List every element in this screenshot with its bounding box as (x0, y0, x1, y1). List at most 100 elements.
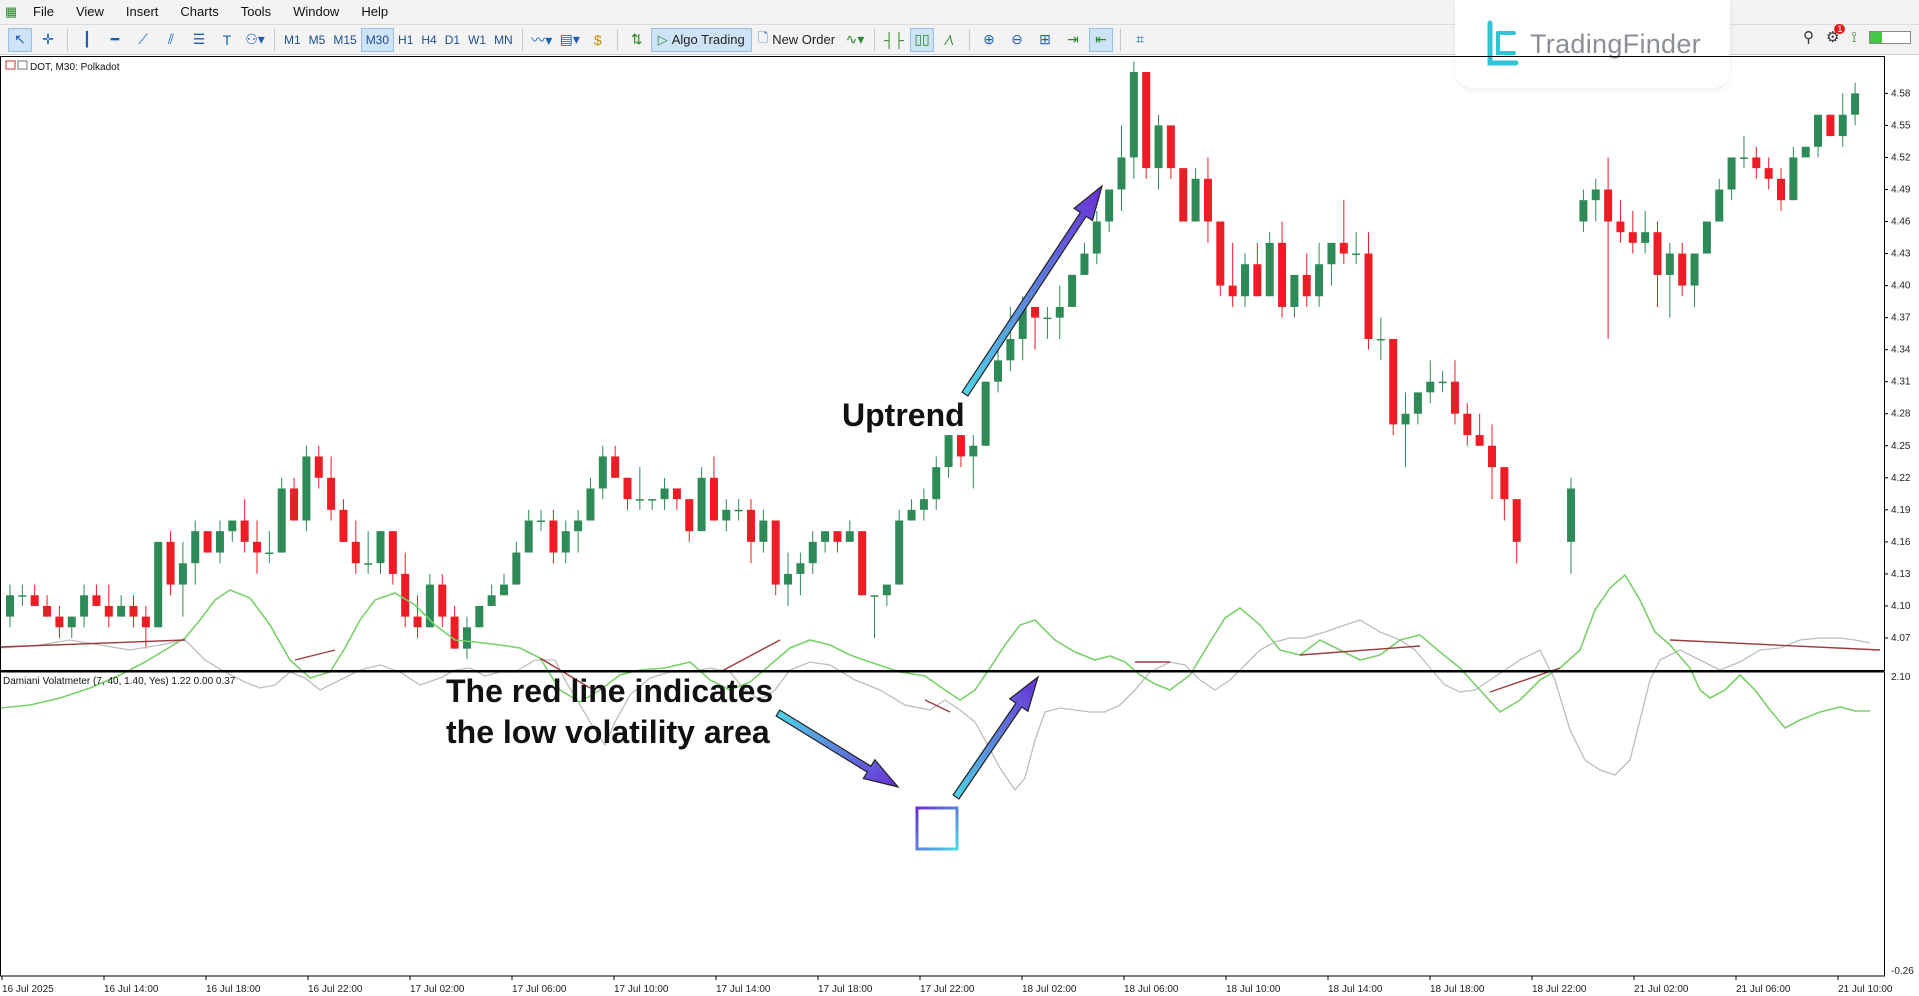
fibonacci-tool-icon[interactable]: ☰ (192, 31, 206, 47)
price-axis-label: 4.10 (1891, 601, 1911, 612)
templates-icon[interactable]: ▤▾ (559, 31, 580, 47)
timeframe-m5[interactable]: M5 (308, 32, 326, 47)
new-order-button[interactable]: 🗋 New Order (752, 28, 841, 52)
signals-icon[interactable]: ∿▾ (845, 31, 865, 47)
notifications-icon[interactable]: ⚙ 1 (1826, 24, 1846, 46)
low-volatility-line (1669, 639, 1881, 651)
bull-candle (487, 595, 496, 606)
signal-strength-icon: ⟟ (1851, 28, 1857, 46)
bear-candle (1616, 221, 1625, 233)
bull-candle (1567, 488, 1576, 542)
text-tool-icon[interactable]: T (222, 31, 232, 48)
market-icon[interactable]: $ (593, 31, 602, 48)
bear-candle (1752, 157, 1761, 169)
bear-candle (858, 531, 867, 596)
bear-candle (314, 456, 323, 478)
menu-insert[interactable]: Insert (125, 4, 159, 19)
bear-candle (1228, 285, 1237, 297)
bull-candle (277, 488, 286, 553)
screenshot-icon[interactable]: ⌗ (1136, 31, 1144, 47)
bear-candle (1166, 125, 1175, 169)
bull-candle (67, 616, 76, 628)
menu-window[interactable]: Window (293, 4, 340, 19)
candlestick-chart-icon[interactable]: ▯▯ (910, 27, 935, 52)
bull-candle (586, 488, 595, 521)
menu-tools[interactable]: Tools (240, 4, 272, 19)
grid-icon[interactable]: ⊞ (1039, 31, 1051, 47)
bear-candle (240, 520, 249, 542)
menu-charts[interactable]: Charts (180, 4, 219, 19)
shapes-tool-icon[interactable]: ⚇▾ (245, 31, 265, 47)
bull-candle (302, 456, 311, 521)
cursor-tool-icon[interactable]: ↖ (8, 27, 32, 52)
trendline-tool-icon[interactable]: ⟋ (138, 31, 148, 47)
price-axis-label: 4.40 (1891, 281, 1911, 292)
bear-candle (1339, 242, 1348, 254)
bull-candle (994, 360, 1002, 382)
bear-candle (1216, 221, 1225, 286)
bull-candle (1814, 114, 1823, 147)
bull-candle (1080, 253, 1089, 275)
depth-of-market-icon[interactable]: ⇅ (630, 31, 643, 47)
bull-candle (870, 595, 879, 597)
bear-candle (438, 584, 447, 617)
bull-candle (117, 605, 126, 617)
bear-candle (1826, 114, 1835, 137)
menu-file[interactable]: File (33, 4, 54, 19)
bear-candle (450, 616, 459, 649)
bull-candle (1851, 93, 1860, 115)
zoom-in-icon[interactable]: ⊕ (983, 31, 995, 47)
timeframe-m15[interactable]: M15 (333, 32, 357, 47)
zoom-out-icon[interactable]: ⊖ (1011, 31, 1023, 47)
bear-candle (709, 477, 718, 521)
bull-candle (1327, 242, 1336, 265)
bull-candle (882, 584, 891, 596)
vertical-line-tool-icon[interactable]: ┃ (82, 31, 92, 47)
time-axis-label: 18 Jul 02:00 (1022, 984, 1077, 995)
bull-candle (969, 445, 978, 457)
timeframe-m1[interactable]: M1 (284, 32, 301, 47)
timeframe-m30[interactable]: M30 (360, 27, 395, 52)
bear-candle (339, 509, 348, 542)
menu-view[interactable]: View (75, 4, 104, 19)
bull-candle (1401, 413, 1410, 425)
symbol-list-icon (17, 60, 28, 70)
bear-candle (1450, 381, 1459, 414)
channel-tool-icon[interactable]: ⫽ (167, 31, 175, 47)
indicator-label: Damiani Volatmeter (7, 40, 1.40, Yes) 1.… (3, 676, 236, 687)
algo-trading-button[interactable]: ▷ Algo Trading (650, 27, 752, 52)
crosshair-tool-icon[interactable]: ✛ (42, 31, 54, 47)
indicators-icon[interactable]: 〰▾ (531, 31, 553, 48)
bear-candle (1475, 435, 1484, 446)
timeframe-w1[interactable]: W1 (468, 32, 487, 47)
timeframe-mn[interactable]: MN (494, 32, 513, 47)
bear-candle (747, 509, 755, 542)
timeframe-h4[interactable]: H4 (421, 32, 437, 47)
symbol-flag-icon (5, 60, 16, 70)
auto-scroll-icon[interactable]: ⇥ (1067, 31, 1079, 47)
new-order-label: New Order (772, 32, 836, 47)
bull-candle (981, 381, 990, 446)
bull-candle (895, 520, 904, 585)
bear-candle (43, 605, 52, 617)
line-chart-icon[interactable]: ⁄\ (946, 31, 954, 48)
menu-help[interactable]: Help (361, 4, 389, 19)
bar-chart-icon[interactable]: ┤├ (884, 31, 904, 48)
time-axis-label: 16 Jul 18:00 (206, 984, 261, 995)
bull-candle (1006, 338, 1015, 361)
tradingfinder-logo-icon (1487, 20, 1519, 66)
chart-area[interactable]: 4.58 4.55 4.52 4.49 4.46 4.43 4.40 4.37 4.34 4.31… (0, 56, 1919, 996)
bear-candle (833, 531, 842, 542)
bull-candle (1376, 338, 1385, 341)
bull-candle (537, 520, 546, 523)
search-icon[interactable]: ⚲ (1802, 29, 1814, 46)
chart-shift-icon[interactable]: ⇤ (1089, 27, 1114, 52)
toolbar-separator (1120, 28, 1122, 51)
timeframe-h1[interactable]: H1 (398, 32, 414, 47)
bull-candle (796, 563, 805, 574)
horizontal-line-tool-icon[interactable]: ━ (110, 31, 120, 47)
bull-candle (18, 595, 27, 597)
timeframe-d1[interactable]: D1 (444, 32, 461, 47)
bull-candle (722, 509, 731, 521)
bear-candle (1179, 168, 1188, 222)
